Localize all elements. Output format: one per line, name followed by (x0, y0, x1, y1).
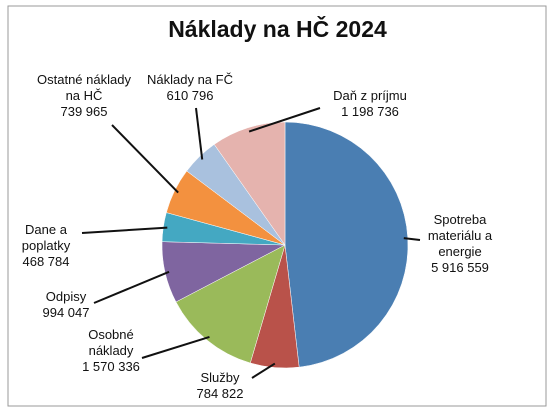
category-label: Osobné náklady (88, 327, 134, 358)
leader-line (195, 107, 204, 160)
value-label: 1 570 336 (82, 359, 140, 374)
leader-line (403, 237, 421, 241)
value-label: 994 047 (42, 305, 90, 320)
chart-title: Náklady na HČ 2024 (168, 16, 387, 42)
value-label: 784 822 (196, 386, 244, 401)
leader-line (141, 335, 210, 359)
leader-line (93, 270, 170, 304)
category-label: Odpisy (45, 289, 87, 304)
slice-label: Osobné náklady 1 570 336 (78, 327, 144, 375)
value-label: 739 965 (60, 104, 108, 119)
slice-label: Dane a poplatky 468 784 (8, 222, 84, 270)
value-label: 610 796 (166, 88, 214, 103)
pie-slice (284, 121, 409, 368)
slice-label: Ostatné náklady na HČ 739 965 (28, 72, 140, 120)
leader-line (248, 107, 321, 133)
value-label: 468 784 (22, 254, 70, 269)
leader-line (81, 226, 168, 234)
category-label: Ostatné náklady na HČ (37, 72, 131, 103)
slice-label: Náklady na FČ 610 796 (140, 72, 240, 104)
category-label: Dane a poplatky (21, 222, 71, 253)
chart-frame (7, 5, 547, 407)
leader-line (251, 362, 276, 379)
slice-label: Daň z príjmu 1 198 736 (322, 88, 418, 120)
slice-label: Služby 784 822 (190, 370, 250, 402)
pie-slice (213, 121, 286, 246)
category-label: Spotreba materiálu a energie (427, 212, 493, 259)
category-label: Náklady na FČ (147, 72, 233, 87)
value-label: 5 916 559 (431, 260, 489, 275)
slice-label: Spotreba materiálu a energie 5 916 559 (410, 212, 510, 276)
slice-label: Odpisy 994 047 (36, 289, 96, 321)
category-label: Služby (200, 370, 240, 385)
value-label: 1 198 736 (341, 104, 399, 119)
pie-slice (175, 244, 286, 364)
category-label: Daň z príjmu (333, 88, 407, 103)
leader-line (111, 124, 179, 194)
